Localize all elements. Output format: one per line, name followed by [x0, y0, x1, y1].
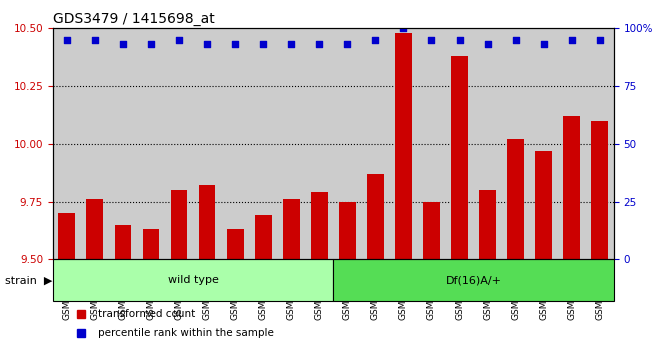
Point: [117, 42, 128, 47]
Bar: [423, 202, 440, 259]
Bar: [109, 28, 137, 259]
Bar: [311, 192, 328, 259]
Bar: [508, 139, 524, 259]
Bar: [564, 116, 580, 259]
Point: [566, 37, 577, 43]
Bar: [221, 28, 249, 259]
Text: wild type: wild type: [168, 275, 218, 285]
Point: [370, 37, 381, 43]
Bar: [558, 28, 586, 259]
Bar: [535, 151, 552, 259]
Bar: [58, 213, 75, 259]
Point: [482, 42, 493, 47]
Bar: [474, 28, 502, 259]
Text: Df(16)A/+: Df(16)A/+: [446, 275, 502, 285]
FancyBboxPatch shape: [53, 259, 333, 301]
Bar: [418, 28, 446, 259]
Point: [454, 37, 465, 43]
Point: [595, 37, 605, 43]
Point: [539, 42, 549, 47]
Bar: [165, 28, 193, 259]
Point: [146, 42, 156, 47]
Bar: [283, 199, 300, 259]
Bar: [277, 28, 306, 259]
Bar: [339, 202, 356, 259]
Text: percentile rank within the sample: percentile rank within the sample: [98, 328, 273, 338]
Point: [342, 42, 352, 47]
Bar: [137, 28, 165, 259]
Point: [426, 37, 437, 43]
Bar: [86, 199, 103, 259]
Bar: [115, 225, 131, 259]
Point: [314, 42, 325, 47]
Text: transformed count: transformed count: [98, 309, 195, 319]
Bar: [199, 185, 215, 259]
Bar: [143, 229, 160, 259]
Point: [174, 37, 184, 43]
Bar: [479, 190, 496, 259]
Bar: [591, 121, 609, 259]
Bar: [530, 28, 558, 259]
Bar: [171, 190, 187, 259]
Bar: [586, 28, 614, 259]
Bar: [389, 28, 418, 259]
Point: [510, 37, 521, 43]
Point: [61, 37, 72, 43]
Bar: [193, 28, 221, 259]
Bar: [53, 28, 81, 259]
Bar: [395, 33, 412, 259]
Point: [398, 25, 409, 31]
Point: [202, 42, 213, 47]
Bar: [333, 28, 362, 259]
Text: strain  ▶: strain ▶: [5, 275, 53, 285]
Point: [286, 42, 296, 47]
Bar: [362, 28, 389, 259]
Point: [90, 37, 100, 43]
Bar: [81, 28, 109, 259]
Bar: [249, 28, 277, 259]
Point: [230, 42, 240, 47]
Bar: [367, 174, 384, 259]
Bar: [451, 56, 468, 259]
Bar: [446, 28, 474, 259]
Point: [258, 42, 269, 47]
Bar: [306, 28, 333, 259]
FancyBboxPatch shape: [333, 259, 614, 301]
Text: GDS3479 / 1415698_at: GDS3479 / 1415698_at: [53, 12, 214, 26]
Bar: [227, 229, 244, 259]
Bar: [255, 216, 272, 259]
Bar: [502, 28, 530, 259]
